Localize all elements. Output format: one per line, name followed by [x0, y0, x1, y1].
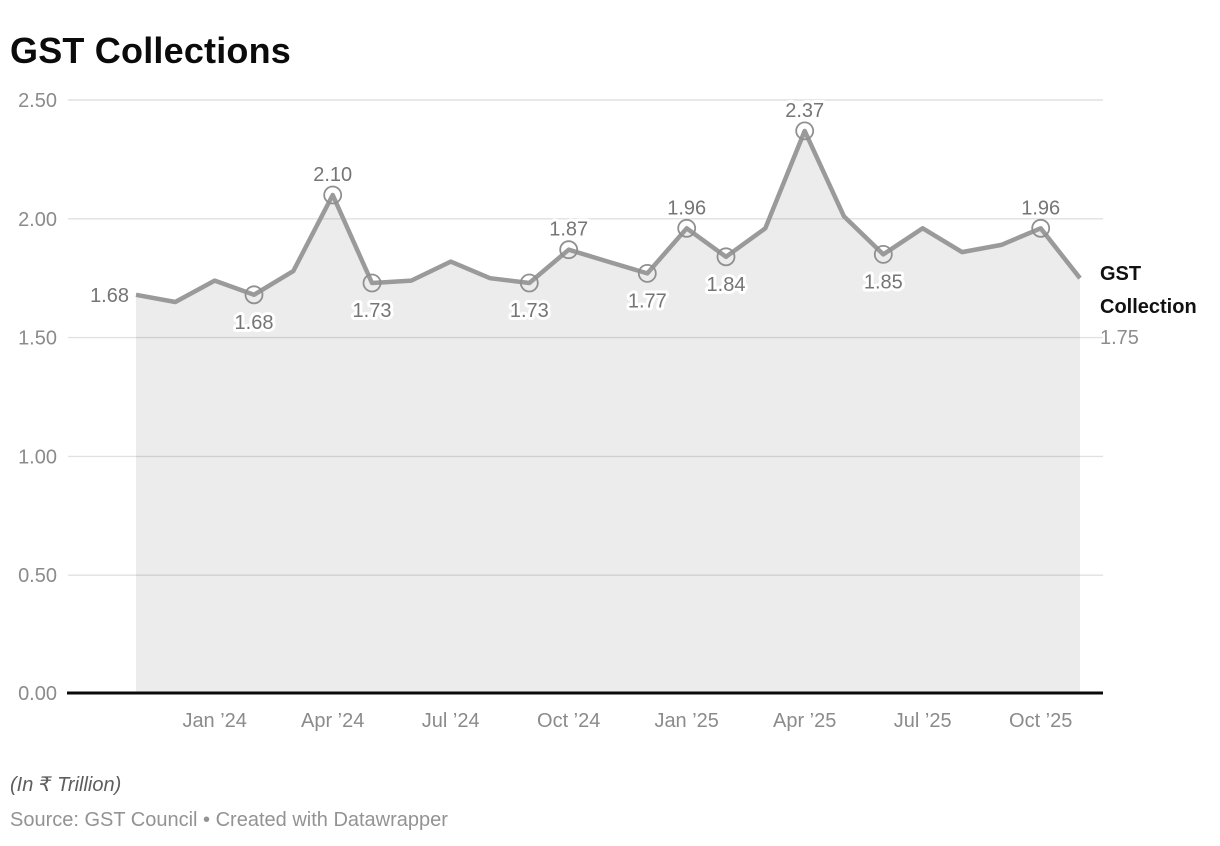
gst-collections-chart: 0.00 0.50 1.00 1.50 2.00 2.50 Jan ’24 Apr ’24 Ju… — [18, 90, 1103, 732]
point-marker — [244, 285, 264, 305]
unit-note: (In ₹ Trillion) — [10, 774, 122, 796]
data-label: 1.73 — [510, 300, 549, 322]
data-label: 1.68 — [90, 285, 129, 307]
point-marker — [559, 240, 579, 260]
page-title: GST Collections — [10, 30, 292, 72]
series-end-value: 1.75 — [1100, 327, 1139, 349]
data-label: 1.68 — [235, 312, 274, 334]
x-tick-label: Apr ’25 — [773, 710, 836, 732]
point-marker — [323, 185, 343, 205]
x-tick-label: Jul ’25 — [894, 710, 952, 732]
data-label: 1.87 — [549, 219, 588, 241]
point-marker — [716, 247, 736, 267]
y-tick-label: 2.50 — [18, 90, 57, 112]
data-label: 1.85 — [864, 271, 903, 293]
x-tick-label: Jan ’24 — [182, 710, 247, 732]
data-label: 1.84 — [707, 274, 746, 296]
x-tick-label: Apr ’24 — [301, 710, 364, 732]
source-attribution: Source: GST Council • Created with Dataw… — [10, 809, 448, 831]
x-tick-label: Oct ’24 — [537, 710, 600, 732]
data-label: 1.73 — [353, 300, 392, 322]
point-marker — [1031, 218, 1051, 238]
data-label: 2.37 — [785, 100, 824, 122]
x-tick-label: Jul ’24 — [422, 710, 480, 732]
series-line — [135, 128, 1082, 305]
series-end-label: GST Collection 1.75 — [1100, 258, 1220, 351]
data-label: 1.77 — [628, 290, 667, 312]
series-area — [136, 130, 1080, 693]
data-label: 1.96 — [667, 197, 706, 219]
x-tick-label: Oct ’25 — [1009, 710, 1072, 732]
x-tick-label: Jan ’25 — [654, 710, 719, 732]
point-marker — [795, 121, 815, 141]
point-marker — [637, 263, 657, 283]
y-tick-label: 0.00 — [18, 683, 57, 705]
data-label: 2.10 — [313, 164, 352, 186]
data-label: 1.96 — [1021, 197, 1060, 219]
y-tick-label: 1.00 — [18, 446, 57, 468]
y-tick-label: 1.50 — [18, 328, 57, 350]
point-marker — [677, 218, 697, 238]
y-tick-label: 0.50 — [18, 565, 57, 587]
point-marker — [873, 244, 893, 264]
y-tick-label: 2.00 — [18, 209, 57, 231]
point-marker — [519, 273, 539, 293]
point-marker — [362, 273, 382, 293]
series-name-label: GST Collection — [1100, 263, 1197, 318]
